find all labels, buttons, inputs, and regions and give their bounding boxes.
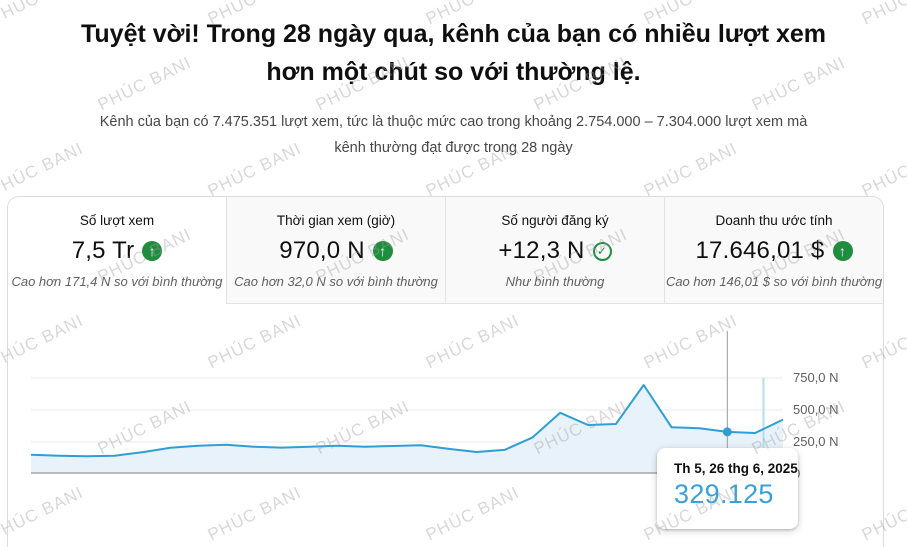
y-axis-label: 750,0 N [793,370,839,385]
metric-value: +12,3 N ✓ [498,237,612,265]
metric-card-watch-time[interactable]: Thời gian xem (giờ) 970,0 N ↑ Cao hơn 32,0 … [226,197,445,304]
page-title-line2: hơn một chút so với thường lệ. [266,58,641,86]
highlighted-point[interactable] [722,427,732,437]
metric-tabs-row: Số lượt xem 7,5 Tr ↑ Cao hơn 171,4 N so với… [8,197,883,304]
up-circle-icon: ↑ [832,241,853,261]
up-circle-icon: ↑ [372,241,393,261]
tooltip-date: Th 5, 26 thg 6, 2025 [674,461,798,476]
page-title-line1: Tuyệt vời! Trong 28 ngày qua, kênh của b… [81,20,826,48]
page-subtitle-line1: Kênh của bạn có 7.475.351 lượt xem, tức … [99,114,808,130]
check-circle-icon: ✓ [592,241,612,261]
page-subtitle-line2: kênh thường đạt được trong 28 ngày [334,140,573,156]
metric-value: 7,5 Tr ↑ [72,237,163,265]
page-subtitle: Kênh của bạn có 7.475.351 lượt xem, tức … [0,109,907,161]
chart-tooltip: Th 5, 26 thg 6, 2025 329.125 [657,448,798,529]
metric-comparison-note: Cao hơn 146,01 $ so với bình thường [665,274,883,289]
metric-value: 970,0 N ↑ [279,237,393,265]
metric-label: Thời gian xem (giờ) [276,213,396,228]
metric-card-views[interactable]: Số lượt xem 7,5 Tr ↑ Cao hơn 171,4 N so với… [8,197,226,304]
views-line [30,384,784,458]
metric-card-revenue[interactable]: Doanh thu ước tính 17.646,01 $ ↑ Cao hơn 14… [664,197,883,304]
metric-comparison-note: Như bình thường [505,274,605,289]
metric-label: Số lượt xem [79,213,155,228]
views-area-fill [31,385,783,474]
daily-views-chart[interactable]: 3232223223223323322322232 1 thg 6, 20...… [8,304,883,547]
y-axis-label: 250,0 N [793,434,839,449]
analytics-card: Số lượt xem 7,5 Tr ↑ Cao hơn 171,4 N so với… [7,196,884,547]
page-title: Tuyệt vời! Trong 28 ngày qua, kênh của b… [0,15,907,91]
metric-comparison-note: Cao hơn 171,4 N so với bình thường [11,274,223,289]
metric-label: Doanh thu ước tính [715,213,833,228]
metric-card-subscribers[interactable]: Số người đăng ký +12,3 N ✓ Như bình thường [445,197,664,304]
y-axis-label: 500,0 N [793,402,839,417]
metric-comparison-note: Cao hơn 32,0 N so với bình thường [234,274,438,289]
metric-value: 17.646,01 $ ↑ [696,237,853,265]
tooltip-value: 329.125 [674,479,774,509]
up-circle-icon: ↑ [142,241,163,261]
metric-label: Số người đăng ký [501,213,609,228]
